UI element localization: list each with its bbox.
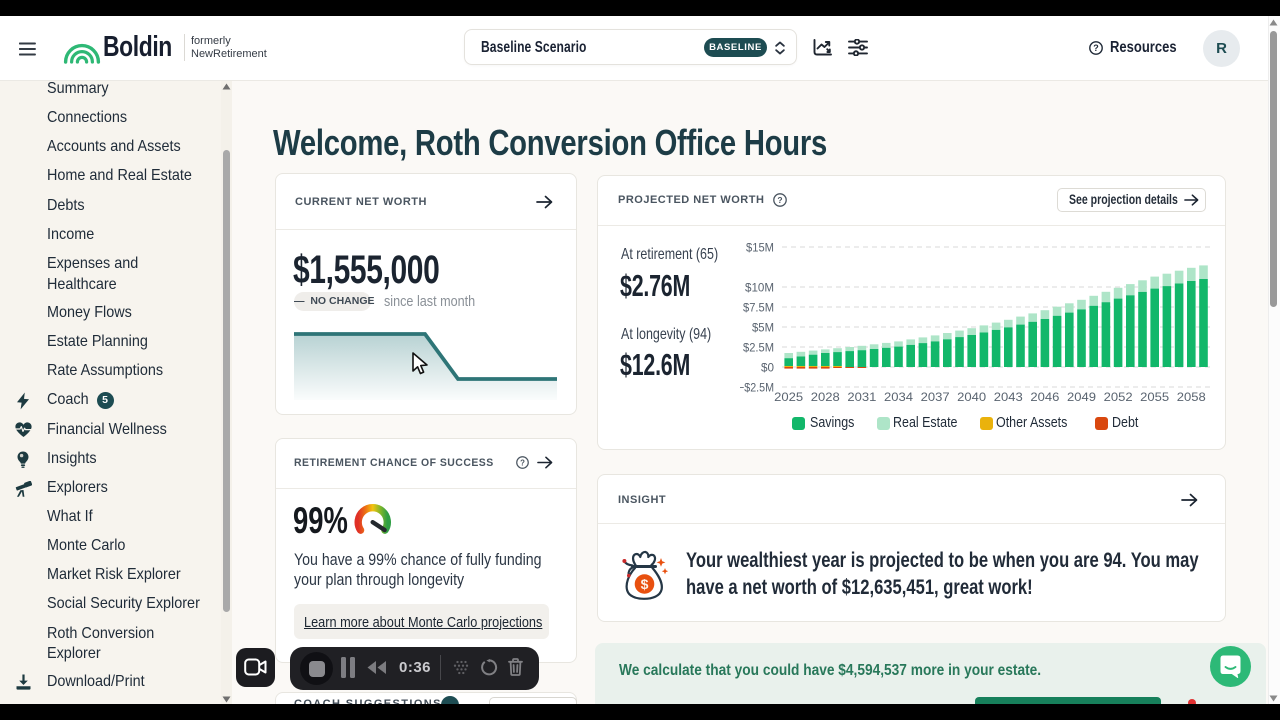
svg-text:2028: 2028 [811,390,840,404]
svg-text:$2.5M: $2.5M [743,340,774,354]
svg-text:?: ? [1093,43,1099,53]
svg-text:2034: 2034 [884,390,913,404]
svg-text:2052: 2052 [1104,390,1133,404]
svg-text:2058: 2058 [1177,390,1206,404]
svg-text:2037: 2037 [921,390,950,404]
svg-text:$0: $0 [761,360,774,374]
svg-text:2055: 2055 [1140,390,1169,404]
svg-text:?: ? [777,195,782,205]
svg-text:$5M: $5M [752,320,774,334]
svg-text:2043: 2043 [994,390,1023,404]
svg-text:−$2.5M: −$2.5M [740,380,774,394]
svg-text:$: $ [641,576,649,592]
svg-text:$15M: $15M [746,240,774,254]
svg-text:$7.5M: $7.5M [743,300,774,314]
svg-text:2040: 2040 [957,390,986,404]
svg-text:$10M: $10M [745,280,774,294]
svg-text:2049: 2049 [1067,390,1096,404]
svg-text:2046: 2046 [1030,390,1059,404]
svg-text:2031: 2031 [847,390,876,404]
svg-text:?: ? [520,458,525,467]
svg-text:2025: 2025 [774,390,803,404]
